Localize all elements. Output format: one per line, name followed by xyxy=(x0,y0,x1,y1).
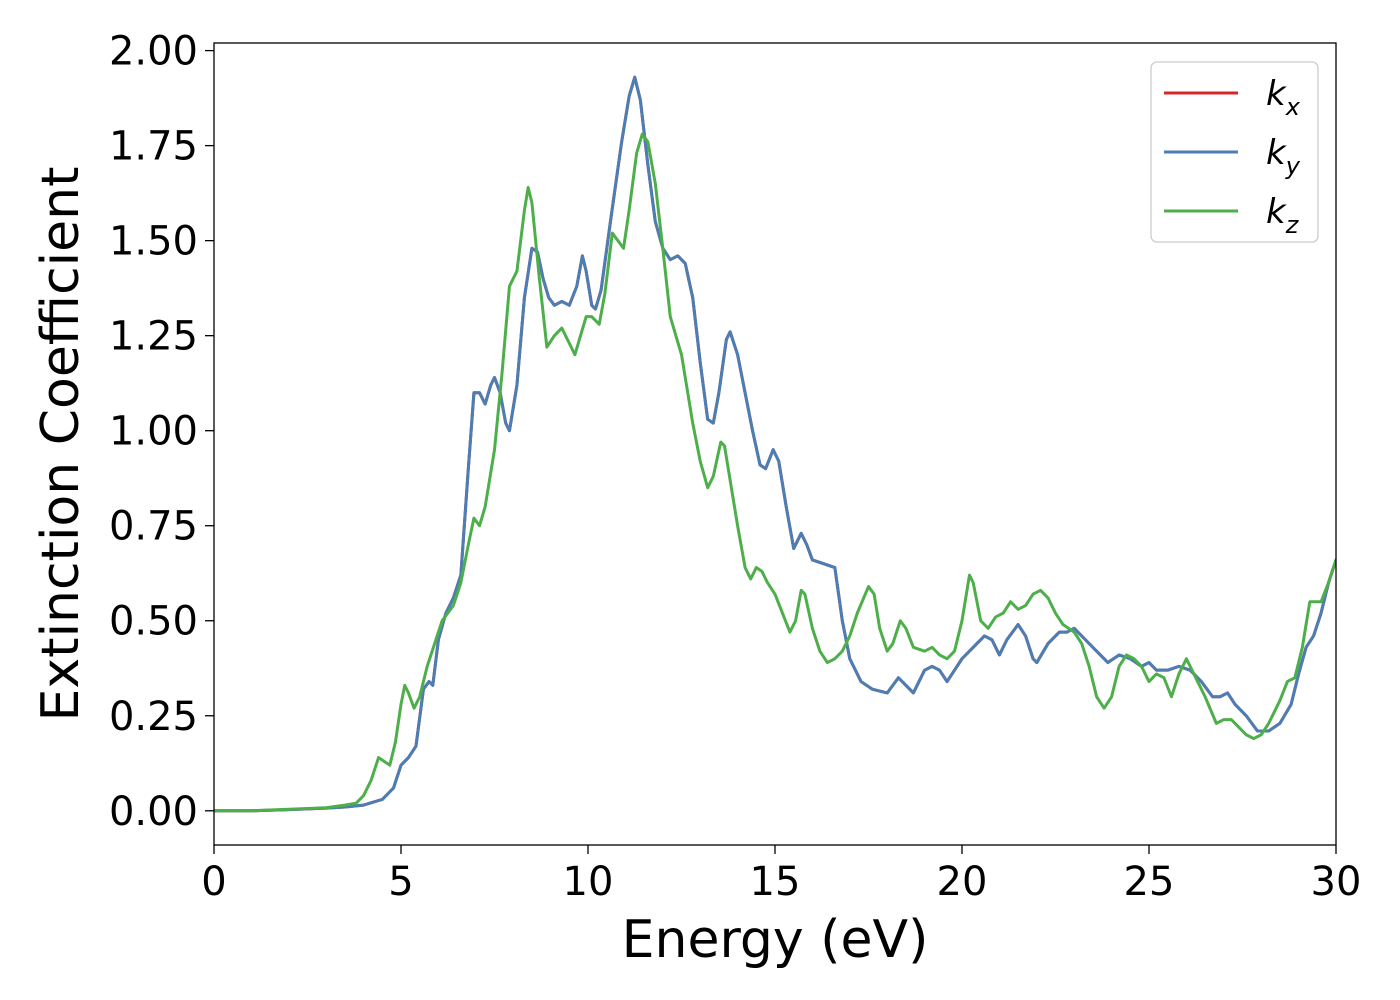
series-line-z xyxy=(214,132,1336,813)
series-layer xyxy=(214,75,1336,813)
y-tick-label: 2.00 xyxy=(109,29,198,75)
x-axis: 0 5 10 15 20 25 30 xyxy=(201,845,1361,905)
y-tick-label: 0.00 xyxy=(109,789,198,835)
legend-label-y: ky xyxy=(1266,133,1301,180)
y-axis: 0.00 0.25 0.50 0.75 1.00 1.25 1.50 1.75 2.00 xyxy=(109,29,214,835)
legend: kx ky kz xyxy=(1150,61,1319,243)
x-tick-label: 10 xyxy=(563,859,614,905)
y-tick-label: 0.25 xyxy=(109,694,198,740)
y-tick-label: 1.25 xyxy=(109,314,198,360)
x-tick-label: 20 xyxy=(937,859,988,905)
legend-label-x: kx xyxy=(1266,74,1301,121)
x-tick-label: 25 xyxy=(1124,859,1175,905)
y-tick-label: 0.50 xyxy=(109,599,198,645)
legend-label-z: kz xyxy=(1266,192,1300,239)
y-axis-label: Extinction Coefficient xyxy=(31,167,91,722)
x-tick-label: 15 xyxy=(750,859,801,905)
y-tick-label: 1.75 xyxy=(109,124,198,170)
x-tick-label: 30 xyxy=(1311,859,1362,905)
y-tick-label: 1.50 xyxy=(109,219,198,265)
x-tick-label: 5 xyxy=(388,859,413,905)
x-tick-label: 0 xyxy=(201,859,226,905)
x-axis-label: Energy (eV) xyxy=(622,910,929,970)
y-tick-label: 0.75 xyxy=(109,504,198,550)
y-tick-label: 1.00 xyxy=(109,409,198,455)
